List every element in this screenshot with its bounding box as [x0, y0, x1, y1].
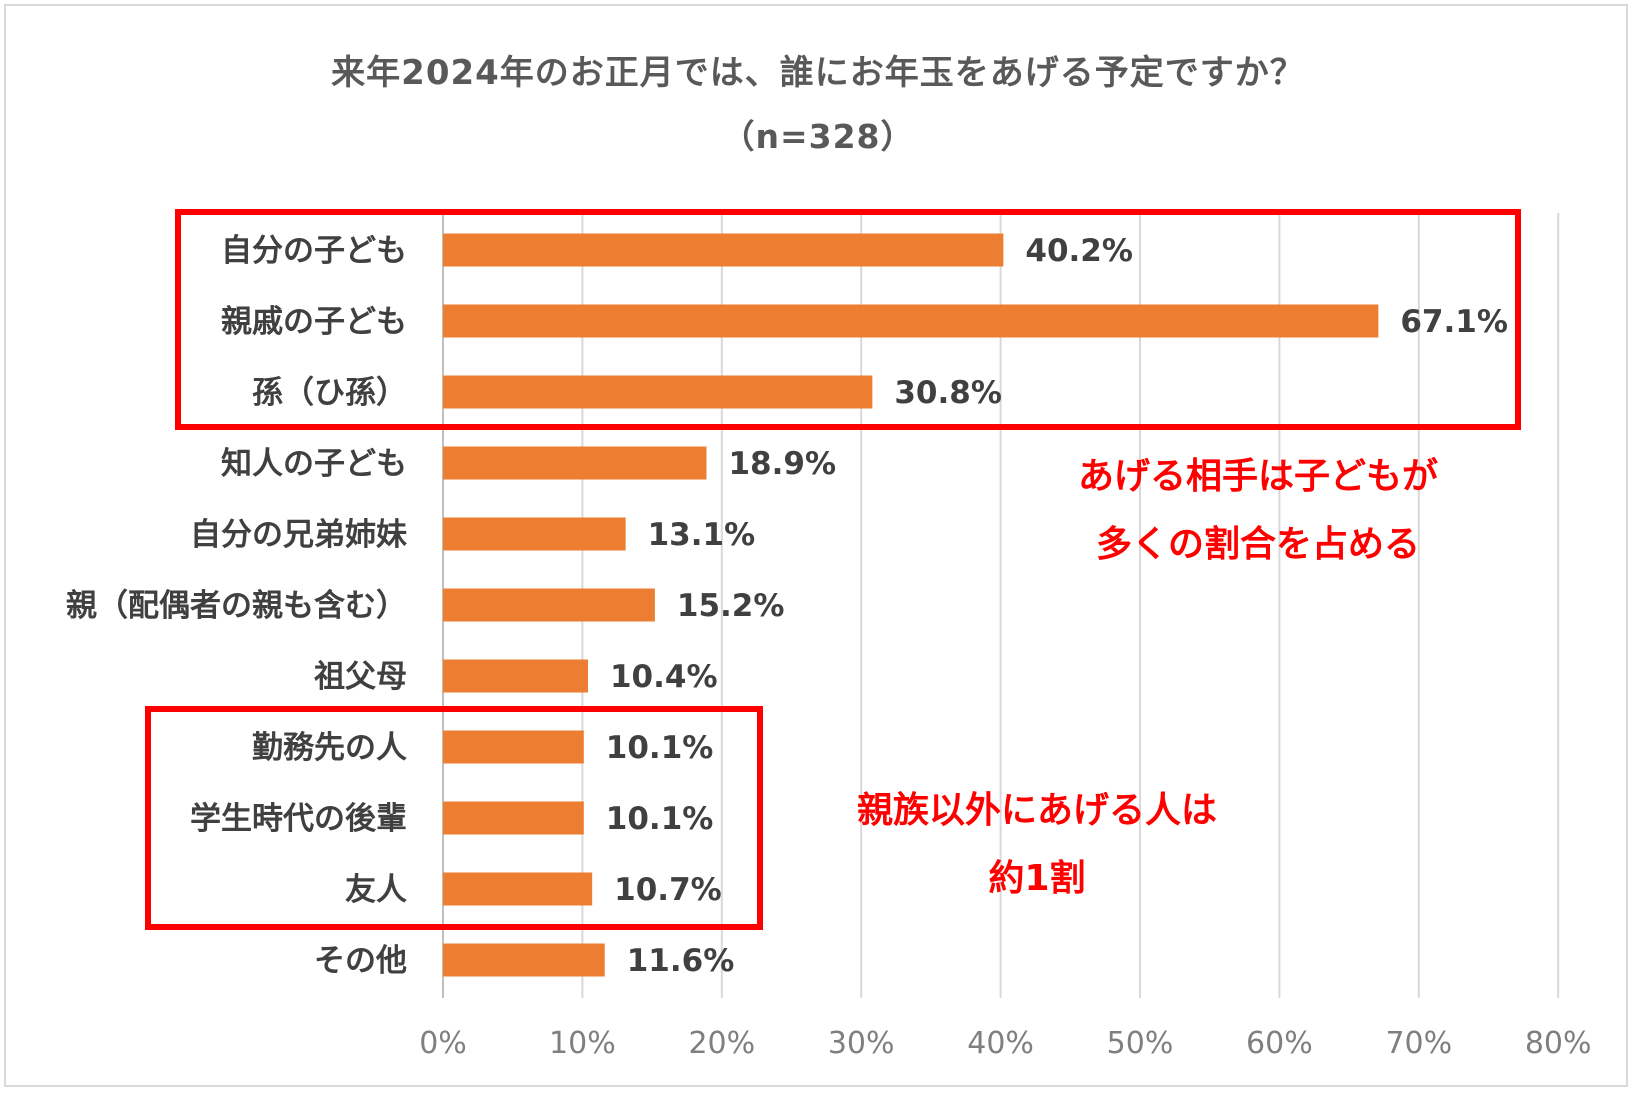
highlight-box — [175, 209, 1521, 430]
category-label: 学生時代の後輩 — [190, 801, 407, 837]
chart-title: 来年2024年のお正月では、誰にお年玉をあげる予定ですか？ — [331, 53, 1305, 93]
x-tick-label: 10% — [549, 1026, 616, 1061]
category-label: 親（配偶者の親も含む） — [66, 588, 407, 624]
bar — [443, 304, 1379, 338]
chart-subtitle: （n=328） — [721, 117, 915, 156]
x-tick-label: 80% — [1525, 1026, 1592, 1061]
annotation-text: 多くの割合を占める — [1096, 524, 1420, 565]
category-label: 勤務先の人 — [252, 730, 407, 766]
annotation-text: 親族以外にあげる人は — [857, 790, 1217, 831]
category-label: 祖父母 — [314, 659, 407, 695]
bar — [443, 730, 584, 764]
x-tick-label: 30% — [828, 1026, 895, 1061]
value-label: 10.1% — [606, 801, 714, 837]
bar — [443, 659, 588, 693]
value-label: 18.9% — [728, 446, 836, 482]
value-label: 67.1% — [1400, 304, 1508, 340]
x-tick-label: 70% — [1385, 1026, 1452, 1061]
value-label: 10.1% — [606, 730, 714, 766]
bar — [443, 872, 593, 906]
x-tick-label: 50% — [1107, 1026, 1174, 1061]
category-label: その他 — [314, 943, 407, 979]
bar — [443, 517, 626, 551]
value-label: 15.2% — [677, 588, 785, 624]
bar — [443, 588, 655, 622]
value-label: 10.7% — [614, 872, 722, 908]
annotation-text: 約1割 — [988, 858, 1085, 899]
category-label: 孫（ひ孫） — [252, 375, 407, 411]
value-label: 30.8% — [894, 375, 1002, 411]
value-label: 40.2% — [1025, 233, 1133, 269]
bar — [443, 446, 707, 480]
category-label: 自分の子ども — [221, 233, 407, 269]
highlight-box — [145, 706, 763, 930]
annotation-text: あげる相手は子どもが — [1078, 456, 1438, 497]
category-label: 自分の兄弟姉妹 — [190, 517, 407, 553]
x-tick-label: 0% — [419, 1026, 467, 1061]
chart-frame — [4, 4, 1628, 1087]
value-label: 10.4% — [610, 659, 718, 695]
value-label: 11.6% — [627, 943, 735, 979]
bar — [443, 943, 605, 977]
category-label: 友人 — [345, 872, 407, 908]
bar — [443, 233, 1004, 267]
bar — [443, 375, 873, 409]
x-tick-label: 40% — [967, 1026, 1034, 1061]
x-tick-label: 60% — [1246, 1026, 1313, 1061]
bar — [443, 801, 584, 835]
category-label: 知人の子ども — [221, 446, 407, 482]
category-label: 親戚の子ども — [221, 304, 407, 340]
value-label: 13.1% — [648, 517, 756, 553]
x-tick-label: 20% — [688, 1026, 755, 1061]
